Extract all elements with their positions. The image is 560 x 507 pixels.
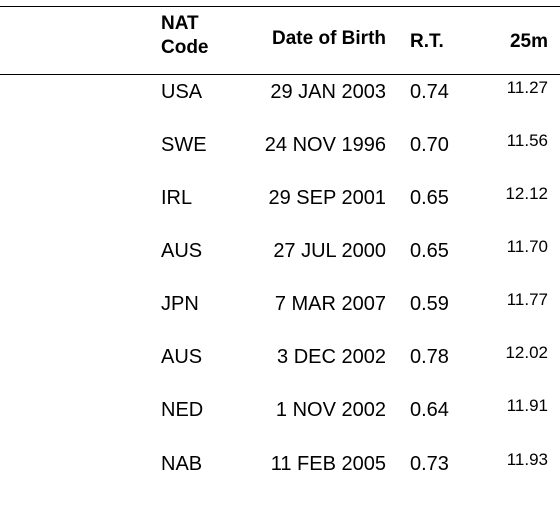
nat-code-cell: AUS [161, 240, 203, 262]
nat-code-cell: IRL [161, 187, 193, 209]
header-reaction-time: R.T. [410, 31, 444, 52]
table-row: NED 1 NOV 2002 0.64 11.91 [0, 396, 560, 422]
split-time-cell: 11.91 [506, 396, 548, 415]
reaction-time-cell: 0.65 [410, 240, 449, 262]
header-nat-line2: Code [161, 37, 209, 58]
nat-code-cell: JPN [161, 293, 199, 315]
date-of-birth-cell: 24 NOV 1996 [264, 134, 386, 156]
date-of-birth-cell: 7 MAR 2007 [274, 293, 386, 315]
top-rule [0, 6, 560, 7]
date-of-birth-cell: 11 FEB 2005 [270, 453, 386, 475]
date-of-birth-cell: 1 NOV 2002 [275, 399, 386, 421]
split-time-cell: 11.93 [506, 450, 548, 469]
split-time-cell: 11.70 [506, 237, 548, 256]
header-split-25m: 25m [509, 31, 548, 52]
split-time-cell: 12.12 [505, 184, 548, 203]
split-time-cell: 12.02 [505, 343, 548, 362]
nat-code-cell: SWE [161, 134, 207, 156]
table-row: AUS 27 JUL 2000 0.65 11.70 [0, 237, 560, 263]
split-time-cell: 11.77 [506, 290, 548, 309]
header-date-of-birth: Date of Birth [272, 28, 386, 49]
table-row: AUS 3 DEC 2002 0.78 12.02 [0, 343, 560, 369]
table-row: NAB 11 FEB 2005 0.73 11.93 [0, 450, 560, 476]
nat-code-cell: NED [161, 399, 204, 421]
table-row: JPN 7 MAR 2007 0.59 11.77 [0, 290, 560, 316]
reaction-time-cell: 0.59 [410, 293, 449, 315]
nat-code-cell: NAB [161, 453, 203, 475]
header-nat-code: NAT Code [161, 12, 209, 60]
split-time-cell: 11.27 [506, 78, 548, 97]
date-of-birth-cell: 29 JAN 2003 [270, 81, 386, 103]
date-of-birth-cell: 3 DEC 2002 [277, 346, 386, 368]
date-of-birth-cell: 27 JUL 2000 [273, 240, 386, 262]
reaction-time-cell: 0.65 [410, 187, 449, 209]
nat-code-cell: USA [161, 81, 203, 103]
table-row: IRL 29 SEP 2001 0.65 12.12 [0, 184, 560, 210]
table-row: SWE 24 NOV 1996 0.70 11.56 [0, 131, 560, 157]
header-nat-line1: NAT [161, 13, 199, 34]
reaction-time-cell: 0.74 [410, 81, 449, 103]
reaction-time-cell: 0.70 [410, 134, 449, 156]
date-of-birth-cell: 29 SEP 2001 [268, 187, 386, 209]
split-time-cell: 11.56 [506, 131, 548, 150]
reaction-time-cell: 0.73 [410, 453, 449, 475]
table-row: USA 29 JAN 2003 0.74 11.27 [0, 78, 560, 104]
reaction-time-cell: 0.64 [410, 399, 449, 421]
header-rule [0, 74, 560, 75]
reaction-time-cell: 0.78 [410, 346, 449, 368]
nat-code-cell: AUS [161, 346, 203, 368]
